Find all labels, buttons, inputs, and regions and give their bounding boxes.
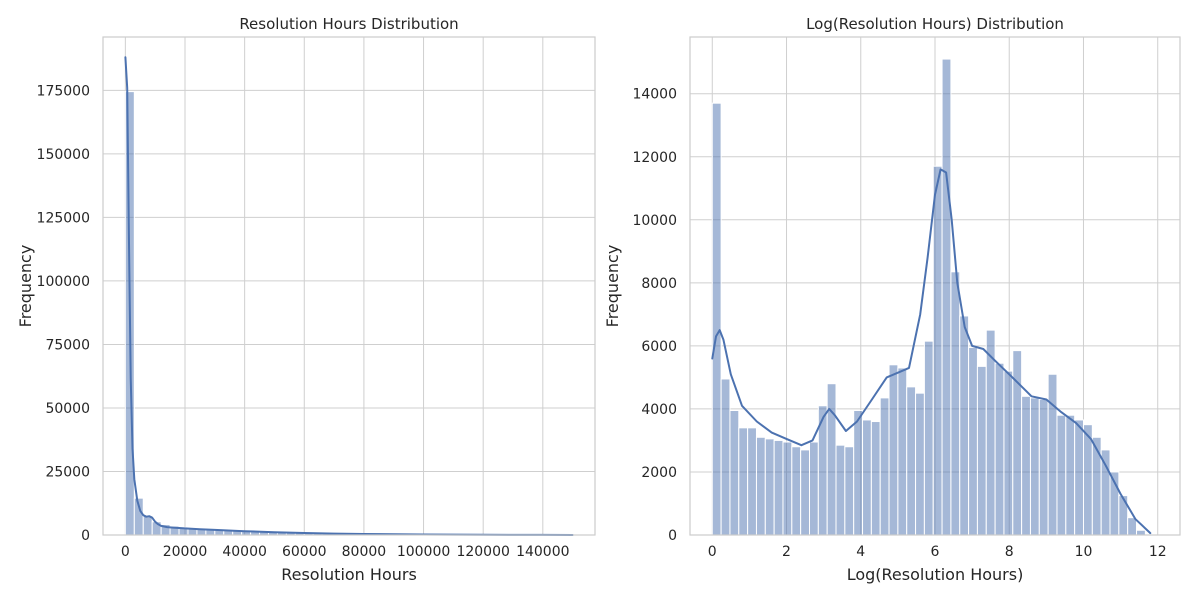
histogram-bar <box>844 446 855 536</box>
x-tick-label: 8 <box>1005 544 1014 560</box>
x-tick-label: 140000 <box>516 544 569 560</box>
y-tick-label: 150000 <box>37 147 90 163</box>
x-tick-label: 100000 <box>397 544 450 560</box>
histogram-bar <box>941 58 952 536</box>
left-plot: 0 25000 50000 75000 100000 125000 150000 175000… <box>16 15 596 584</box>
histogram-bar <box>826 383 837 536</box>
histogram-bar <box>862 419 872 536</box>
x-tick-label: 2 <box>782 544 791 560</box>
y-tick-label: 8000 <box>641 276 677 292</box>
histogram-bar <box>906 386 917 536</box>
histogram-bar <box>1136 529 1146 536</box>
histogram-bar <box>1047 373 1058 536</box>
histogram-bar <box>950 271 961 536</box>
histogram-bar <box>870 421 881 536</box>
histogram-bar <box>1056 414 1067 536</box>
histogram-bar <box>764 438 775 536</box>
histogram-bar <box>808 441 819 536</box>
y-tick-label: 0 <box>668 528 677 544</box>
histogram-bar <box>720 378 731 536</box>
left-y-axis-label: Frequency <box>16 245 35 328</box>
left-x-axis-label: Resolution Hours <box>281 565 417 584</box>
y-tick-label: 6000 <box>641 339 677 355</box>
histogram-bar <box>923 340 934 536</box>
histogram-bar <box>729 410 740 536</box>
right-histogram <box>711 58 1146 536</box>
right-tick-labels: 0 2000 4000 6000 8000 10000 12000 14000 0 2 4 6 8 10 1… <box>632 87 1166 560</box>
left-chart-title: Resolution Hours Distribution <box>239 15 458 33</box>
histogram-bar <box>747 427 757 536</box>
x-tick-label: 40000 <box>222 544 267 560</box>
x-tick-label: 0 <box>121 544 130 560</box>
x-tick-label: 6 <box>931 544 940 560</box>
histogram-bar <box>738 427 749 536</box>
right-chart-title: Log(Resolution Hours) Distribution <box>806 15 1064 33</box>
right-plot: 0 2000 4000 6000 8000 10000 12000 14000 0 2 4 6 8 10 1… <box>603 15 1181 584</box>
histogram-bar <box>1065 414 1076 536</box>
left-tick-labels: 0 25000 50000 75000 100000 125000 150000 175000… <box>37 83 570 560</box>
histogram-bar <box>1074 419 1084 536</box>
y-tick-label: 175000 <box>37 83 90 99</box>
histogram-bar <box>773 439 784 536</box>
histogram-bar <box>791 446 802 536</box>
histogram-bar <box>1021 395 1031 536</box>
x-tick-label: 4 <box>856 544 865 560</box>
histogram-bar <box>976 365 987 536</box>
histogram-bar <box>782 441 793 536</box>
histogram-bar <box>755 436 766 536</box>
histogram-bar <box>711 102 722 536</box>
x-tick-label: 20000 <box>163 544 208 560</box>
histogram-bar <box>915 392 925 536</box>
y-tick-label: 25000 <box>45 464 90 480</box>
right-kde-line <box>711 168 1152 535</box>
histogram-bar <box>1118 495 1129 536</box>
y-tick-label: 125000 <box>37 210 90 226</box>
y-tick-label: 10000 <box>632 213 677 229</box>
x-tick-label: 120000 <box>456 544 509 560</box>
histogram-bar <box>879 397 890 536</box>
left-kde-line <box>124 56 574 536</box>
y-tick-label: 50000 <box>45 401 90 417</box>
histogram-bar <box>959 315 970 536</box>
histogram-bar <box>888 364 899 536</box>
histogram-bar <box>1091 436 1102 536</box>
histogram-bar <box>835 444 846 536</box>
x-tick-label: 10 <box>1075 544 1093 560</box>
histogram-bar <box>142 515 153 536</box>
x-tick-label: 80000 <box>342 544 387 560</box>
y-tick-label: 12000 <box>632 150 677 166</box>
histogram-bar <box>1100 449 1111 536</box>
x-tick-label: 60000 <box>282 544 327 560</box>
right-axes-frame <box>689 36 1181 536</box>
left-grid <box>103 37 595 536</box>
right-x-axis-label: Log(Resolution Hours) <box>847 565 1024 584</box>
histogram-bar <box>897 367 908 536</box>
histogram-bar <box>1082 424 1093 536</box>
histogram-bar <box>1038 398 1049 536</box>
histogram-bar <box>994 362 1005 536</box>
left-histogram <box>124 91 574 536</box>
left-axes-frame <box>102 36 596 536</box>
histogram-bar <box>800 449 810 536</box>
histogram-bar <box>932 165 943 536</box>
y-tick-label: 100000 <box>37 274 90 290</box>
histogram-bar <box>1003 370 1014 536</box>
y-tick-label: 75000 <box>45 337 90 353</box>
histogram-bar <box>853 410 864 536</box>
right-y-axis-label: Frequency <box>603 245 622 328</box>
x-tick-label: 0 <box>708 544 717 560</box>
histogram-bar <box>968 346 978 536</box>
histogram-bar <box>1029 397 1040 536</box>
x-tick-label: 12 <box>1149 544 1167 560</box>
y-tick-label: 0 <box>81 528 90 544</box>
y-tick-label: 14000 <box>632 87 677 103</box>
y-tick-label: 4000 <box>641 402 677 418</box>
y-tick-label: 2000 <box>641 465 677 481</box>
